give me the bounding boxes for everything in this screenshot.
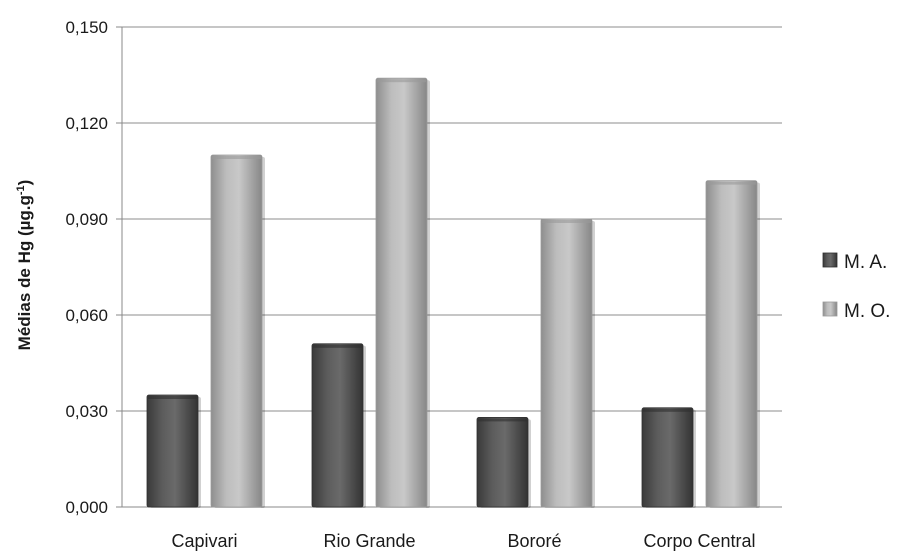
x-tick-label: Corpo Central xyxy=(643,531,755,551)
legend-swatch-ma xyxy=(822,252,838,268)
bar-bevel xyxy=(313,344,362,348)
bar-bevel xyxy=(377,79,426,83)
y-axis-ticks: 0,000 0,030 0,060 0,090 0,120 0,150 xyxy=(65,18,123,517)
bar-mo xyxy=(540,218,593,508)
y-tick-label: 0,060 xyxy=(65,306,108,325)
bar-mo xyxy=(375,77,428,508)
legend: M. A. M. O. xyxy=(822,252,890,322)
y-axis-label: Médias de Hg (µg.g-1) xyxy=(15,180,34,351)
bar-bevel xyxy=(478,418,527,422)
y-tick-label: 0,150 xyxy=(65,18,108,37)
legend-label: M. A. xyxy=(844,252,887,273)
bar-ma xyxy=(311,343,364,508)
bar-mo xyxy=(210,154,263,508)
bar-ma xyxy=(476,416,529,508)
x-tick-label: Rio Grande xyxy=(323,531,415,551)
bars xyxy=(146,77,760,508)
legend-label: M. O. xyxy=(844,301,890,322)
x-tick-label: Capivari xyxy=(171,531,237,551)
bar-bevel xyxy=(148,396,197,399)
y-tick-label: 0,030 xyxy=(65,402,108,421)
bar-bevel xyxy=(643,408,692,412)
bar-bevel xyxy=(542,220,591,223)
bar-ma xyxy=(641,407,694,508)
bar-bevel xyxy=(707,181,756,185)
y-tick-label: 0,000 xyxy=(65,498,108,517)
x-tick-label: Bororé xyxy=(507,531,561,551)
bar-ma xyxy=(146,394,199,508)
legend-swatch-mo xyxy=(822,301,838,317)
x-axis-labels: Capivari Rio Grande Bororé Corpo Central xyxy=(171,531,755,551)
bar-bevel xyxy=(212,156,261,159)
bar-mo xyxy=(705,180,758,508)
y-tick-label: 0,120 xyxy=(65,114,108,133)
y-tick-label: 0,090 xyxy=(65,210,108,229)
